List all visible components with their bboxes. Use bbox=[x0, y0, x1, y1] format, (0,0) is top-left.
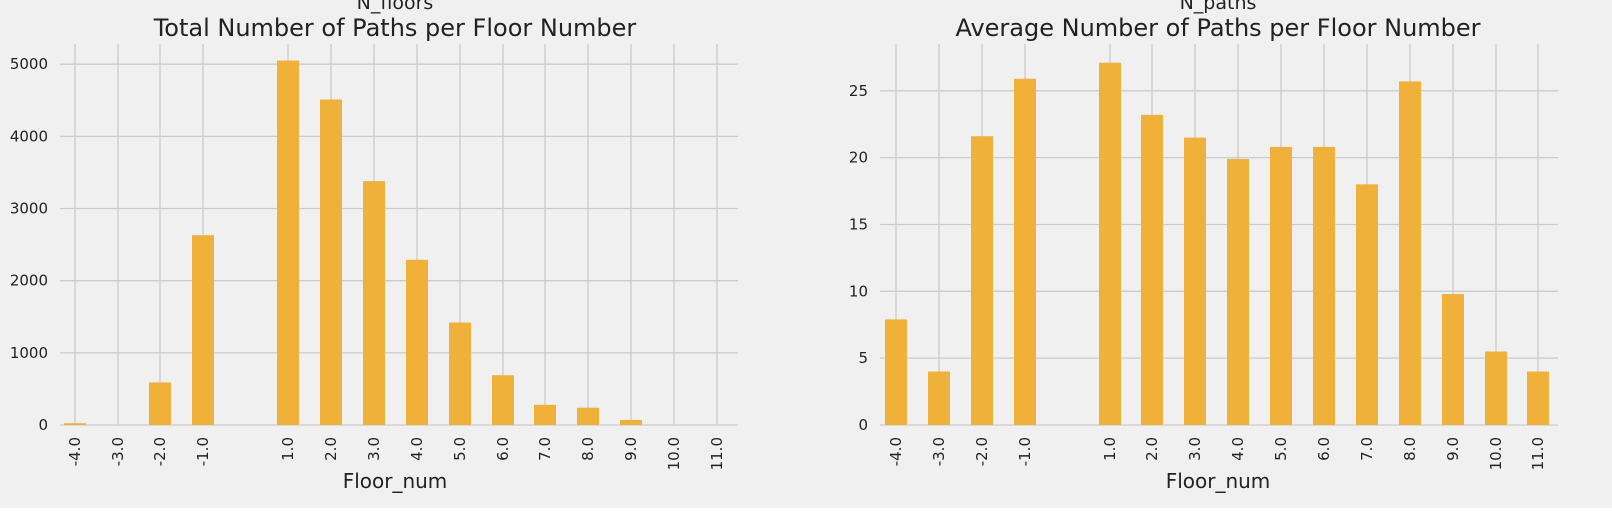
chart-2-x-tick-label: 4.0 bbox=[1229, 437, 1247, 461]
chart-1-x-tick-label: 8.0 bbox=[579, 437, 597, 461]
chart-2-x-tick-label: 6.0 bbox=[1315, 437, 1333, 461]
chart-1-title: Total Number of Paths per Floor Number bbox=[153, 14, 637, 42]
chart-1-x-tick-label: -4.0 bbox=[66, 437, 84, 466]
chart-2-x-tick-label: 2.0 bbox=[1143, 437, 1161, 461]
chart-2-y-tick-label: 15 bbox=[849, 215, 868, 233]
chart-1-bar bbox=[449, 322, 471, 425]
chart-2-bar bbox=[1485, 351, 1507, 425]
chart-2-y-tick-label: 0 bbox=[858, 416, 868, 434]
chart-1-suptitle: N_floors bbox=[357, 0, 434, 14]
chart-2-bar bbox=[928, 371, 950, 425]
chart-2-bar bbox=[1184, 137, 1206, 425]
chart-2-x-tick-label: 9.0 bbox=[1444, 437, 1462, 461]
chart-2-bar bbox=[885, 319, 907, 425]
chart-2-x-tick-label: -2.0 bbox=[973, 437, 991, 466]
chart-2-y-tick-label: 10 bbox=[849, 282, 868, 300]
chart-2-x-tick-label: -3.0 bbox=[930, 437, 948, 466]
chart-1-x-tick-label: 7.0 bbox=[536, 437, 554, 461]
chart-1-bar bbox=[534, 404, 556, 425]
chart-1-x-tick-label: 1.0 bbox=[279, 437, 297, 461]
chart-2-y-tick-label: 25 bbox=[849, 82, 868, 100]
chart-2-title: Average Number of Paths per Floor Number bbox=[955, 14, 1480, 42]
chart-2-x-tick-label: 11.0 bbox=[1529, 437, 1547, 470]
chart-1-y-tick-label: 0 bbox=[38, 416, 48, 434]
chart-2-bar bbox=[1099, 62, 1121, 425]
chart-1-bar bbox=[620, 419, 642, 425]
chart-2-x-tick-label: 5.0 bbox=[1272, 437, 1290, 461]
chart-2-x-tick-label: 3.0 bbox=[1186, 437, 1204, 461]
chart-2-x-axis-label: Floor_num bbox=[1166, 469, 1271, 493]
chart-2-bar bbox=[1442, 293, 1464, 425]
chart-2-x-tick-label: 7.0 bbox=[1358, 437, 1376, 461]
chart-2-bar bbox=[1356, 184, 1378, 425]
chart-1-x-tick-label: 2.0 bbox=[322, 437, 340, 461]
chart-2-suptitle: N_paths bbox=[1180, 0, 1257, 14]
chart-2-y-tick-label: 5 bbox=[858, 349, 868, 367]
chart-1-x-tick-label: -2.0 bbox=[151, 437, 169, 466]
chart-1-bar bbox=[277, 60, 299, 426]
chart-1-y-tick-label: 3000 bbox=[10, 200, 48, 218]
chart-1-x-tick-label: 3.0 bbox=[365, 437, 383, 461]
bottom-strip bbox=[0, 508, 1612, 520]
chart-1-y-tick-label: 5000 bbox=[10, 55, 48, 73]
chart-1-bar bbox=[149, 382, 171, 425]
chart-1-y-tick-label: 2000 bbox=[10, 272, 48, 290]
chart-2-x-tick-label: -4.0 bbox=[887, 437, 905, 466]
chart-2-x-tick-label: 1.0 bbox=[1101, 437, 1119, 461]
chart-1-x-tick-label: 5.0 bbox=[451, 437, 469, 461]
chart-2-y-tick-label: 20 bbox=[849, 149, 868, 167]
chart-2-bar bbox=[1141, 114, 1163, 425]
chart-1-y-tick-label: 1000 bbox=[10, 344, 48, 362]
chart-2-bar bbox=[1227, 158, 1249, 425]
chart-1-x-tick-label: 4.0 bbox=[408, 437, 426, 461]
chart-1-bar bbox=[320, 99, 342, 425]
chart-1-x-tick-label: -3.0 bbox=[109, 437, 127, 466]
chart-1-bar bbox=[192, 235, 214, 425]
chart-1-bar bbox=[577, 407, 599, 425]
chart-1-x-tick-label: 11.0 bbox=[708, 437, 726, 470]
chart-1-bar bbox=[64, 423, 86, 425]
chart-2-bar bbox=[1014, 78, 1036, 425]
chart-2-bar bbox=[1527, 371, 1549, 425]
chart-2-x-tick-label: -1.0 bbox=[1016, 437, 1034, 466]
chart-2-bar bbox=[1270, 146, 1292, 426]
chart-1-x-tick-label: -1.0 bbox=[194, 437, 212, 466]
chart-2-bar bbox=[971, 136, 993, 425]
chart-2-x-tick-label: 10.0 bbox=[1487, 437, 1505, 470]
chart-2-bar bbox=[1313, 146, 1335, 426]
chart-2-x-tick-label: 8.0 bbox=[1401, 437, 1419, 461]
chart-1-x-tick-label: 6.0 bbox=[494, 437, 512, 461]
chart-1-bar bbox=[363, 181, 385, 425]
chart-1-bar bbox=[492, 375, 514, 425]
chart-2-bar bbox=[1399, 81, 1421, 425]
chart-1-x-tick-label: 10.0 bbox=[665, 437, 683, 470]
chart-1-bar bbox=[406, 259, 428, 425]
chart-1-y-tick-label: 4000 bbox=[10, 127, 48, 145]
chart-1-x-axis-label: Floor_num bbox=[343, 469, 448, 493]
chart-1-x-tick-label: 9.0 bbox=[622, 437, 640, 461]
